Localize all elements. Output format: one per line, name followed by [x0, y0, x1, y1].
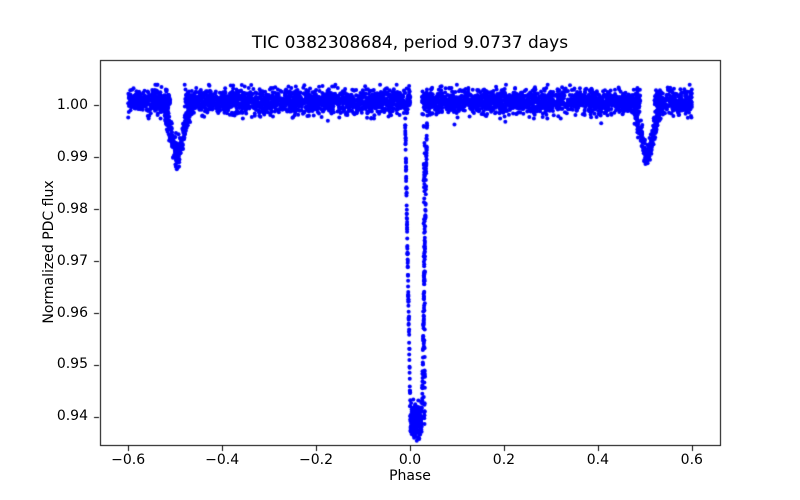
x-tick-label: 0.6	[680, 452, 703, 468]
x-tick-label: −0.4	[205, 452, 240, 468]
y-tick-label: 0.97	[56, 252, 88, 269]
x-axis-label: Phase	[389, 468, 431, 484]
y-tick-label: 0.94	[56, 408, 88, 425]
y-tick-label: 0.98	[56, 200, 88, 217]
chart-title: TIC 0382308684, period 9.0737 days	[251, 33, 569, 53]
x-tick-label: 0.4	[586, 452, 609, 468]
x-tick-label: −0.2	[299, 452, 334, 468]
y-tick-label: 0.99	[56, 148, 88, 165]
y-tick-label: 1.00	[56, 96, 88, 113]
x-tick-label: 0.0	[398, 452, 422, 468]
x-tick-label: −0.6	[111, 452, 146, 468]
y-tick-label: 0.95	[56, 356, 88, 373]
x-tick-label: 0.2	[492, 452, 516, 468]
y-tick-label: 0.96	[56, 304, 88, 321]
